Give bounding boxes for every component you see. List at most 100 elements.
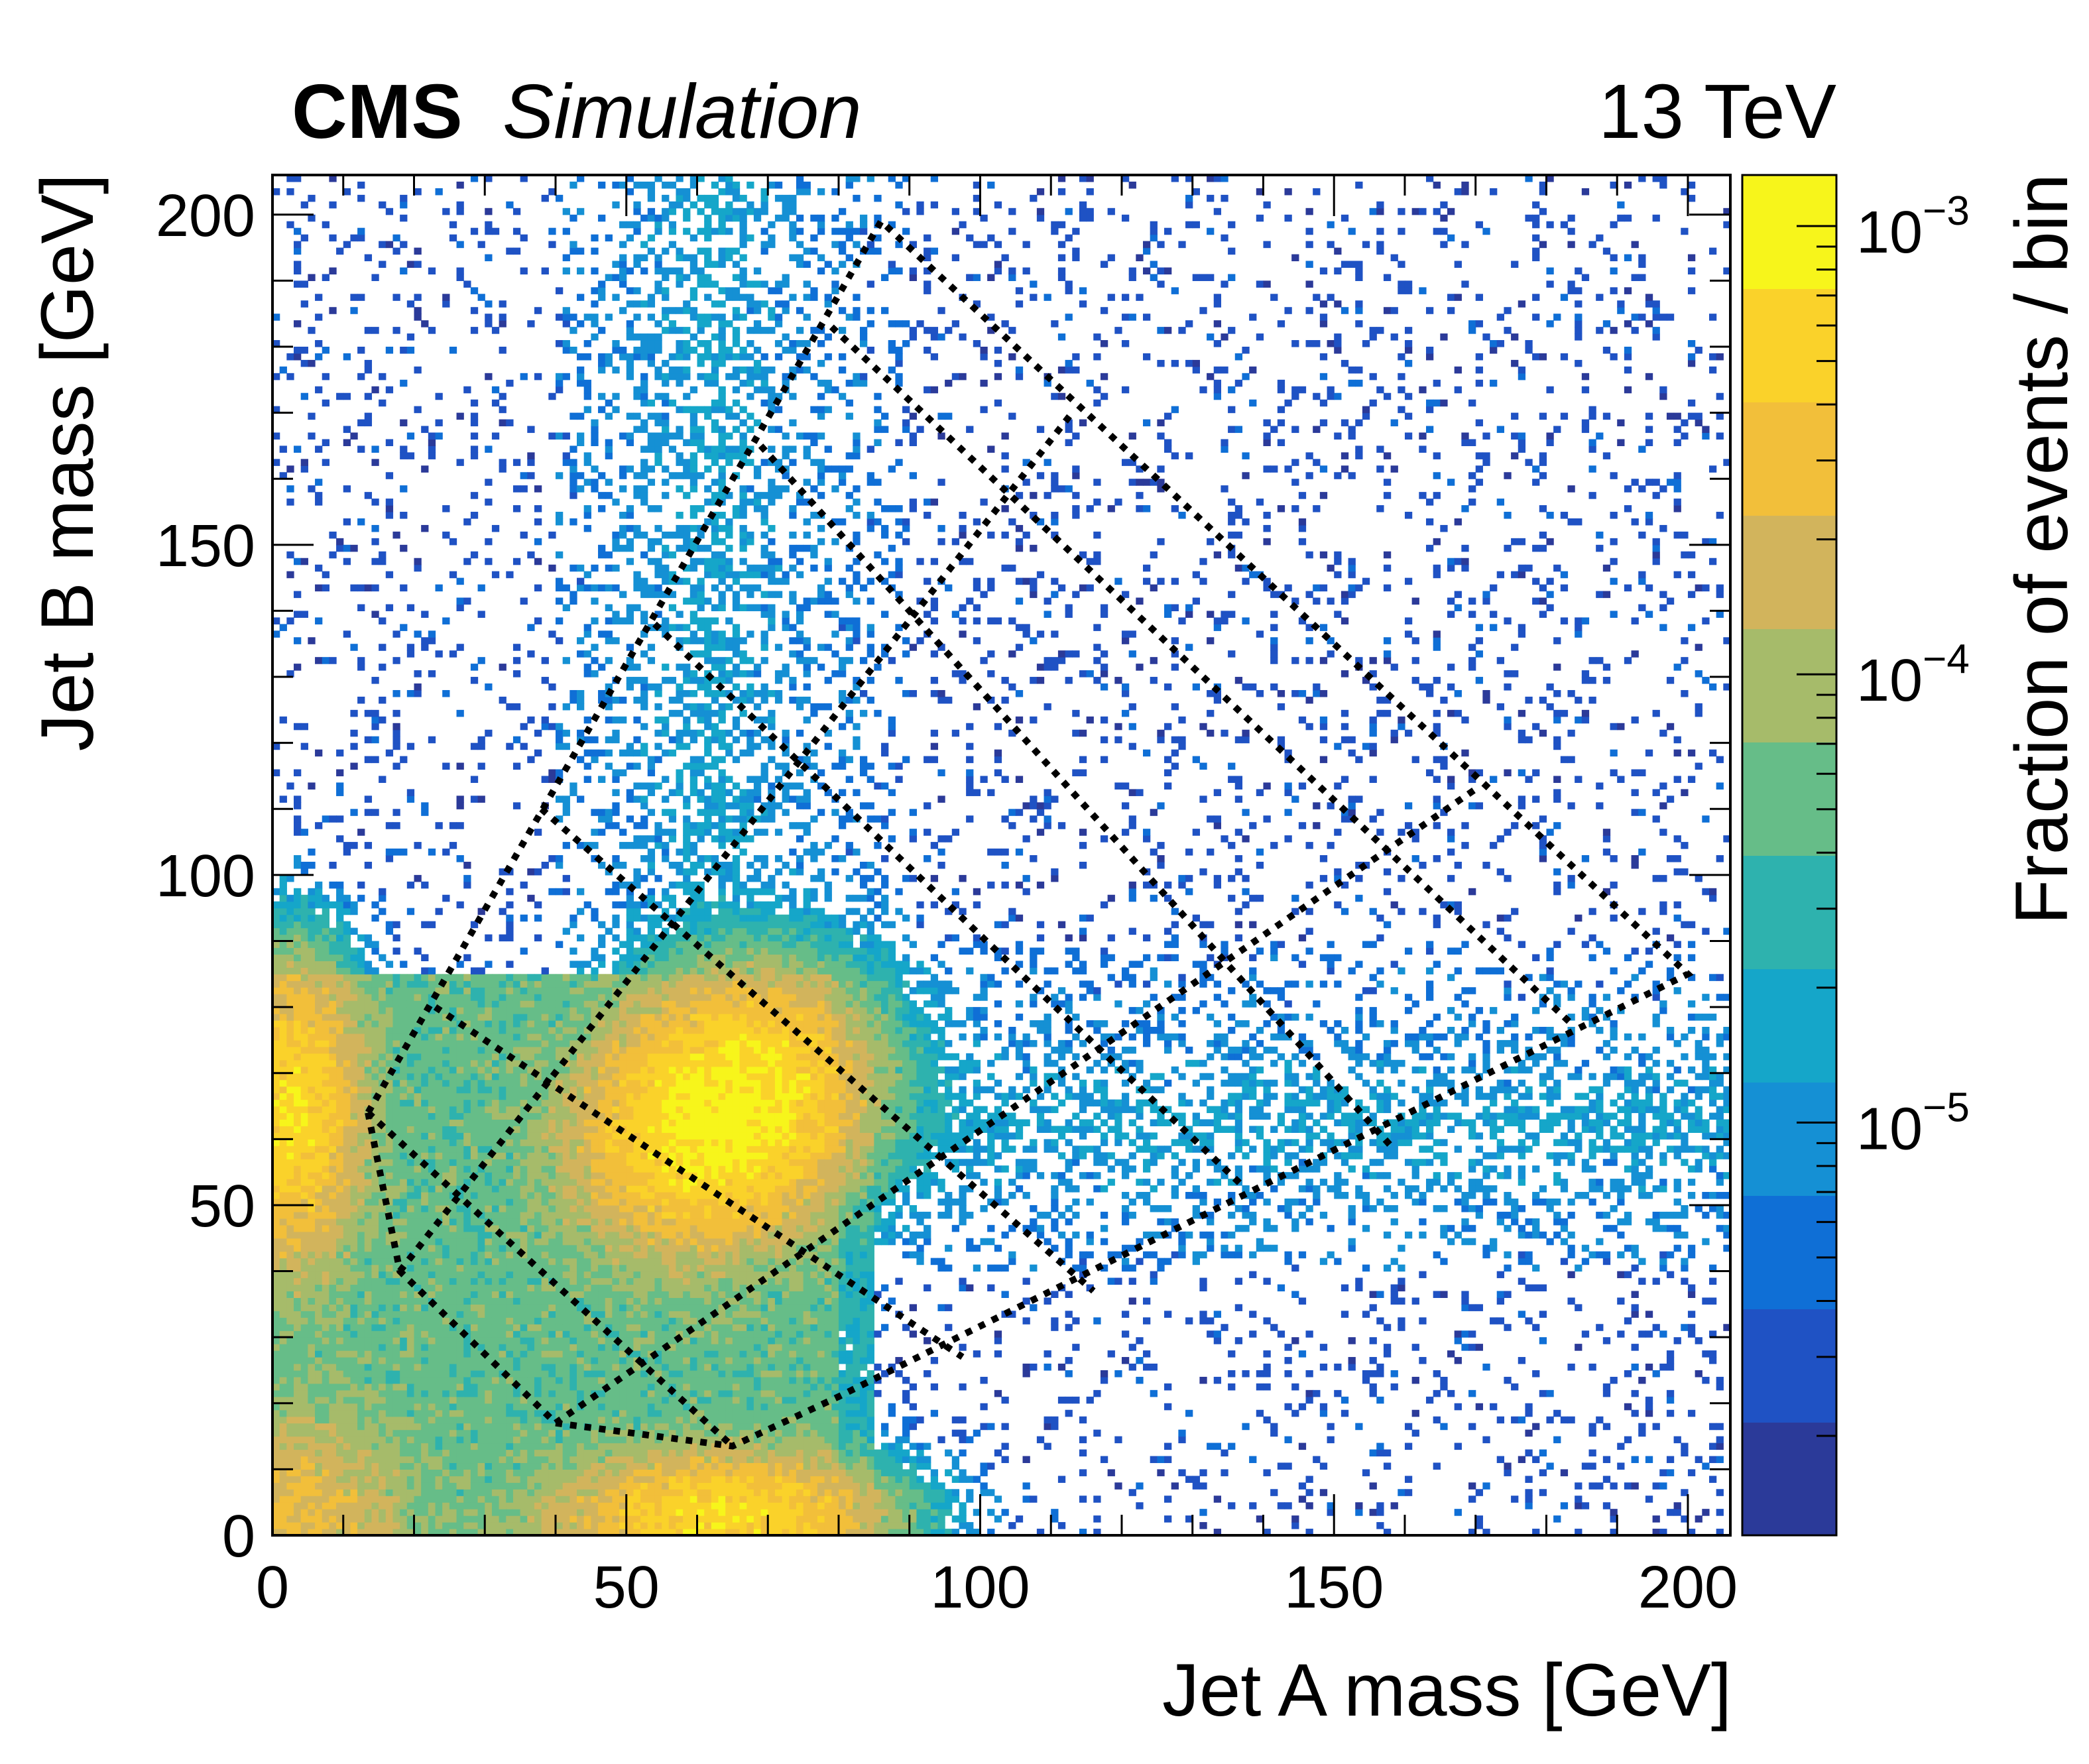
heatmap-cell [527,1324,535,1331]
heatmap-cell [406,1291,415,1298]
heatmap-cell [308,1284,316,1292]
heatmap-cell [357,1462,365,1470]
heatmap-cell [322,1416,329,1424]
heatmap-cell [499,1258,507,1265]
heatmap-cell [442,1277,450,1285]
heatmap-cell [449,1126,457,1133]
heatmap-cell [485,1033,493,1041]
heatmap-cell [385,1291,394,1298]
heatmap-cell [520,1106,528,1114]
heatmap-cell [435,1423,443,1431]
heatmap-cell [442,1291,450,1298]
heatmap-cell [499,1218,507,1226]
heatmap-cell [491,1192,500,1199]
heatmap-cell [329,1106,337,1114]
heatmap-cell [435,1317,443,1324]
heatmap-cell [456,1317,464,1324]
heatmap-cell [569,1515,577,1523]
heatmap-cell [279,1231,287,1239]
heatmap-cell [286,1179,294,1186]
heatmap-cell [577,1496,585,1503]
heatmap-cell [286,1442,294,1450]
heatmap-cell [428,1291,436,1298]
heatmap-cell [392,1020,400,1028]
heatmap-cell [463,1383,471,1391]
heatmap-cell [534,1442,542,1450]
heatmap-cell [300,1258,308,1265]
heatmap-cell [605,1126,613,1133]
heatmap-cell [385,1337,394,1344]
heatmap-cell [583,1172,591,1179]
heatmap-cell [512,1244,521,1252]
heatmap-cell [428,670,436,677]
heatmap-cell [406,1317,415,1324]
heatmap-cell [294,1271,302,1279]
heatmap-cell [548,1522,556,1529]
heatmap-cell [300,1429,308,1437]
heatmap-cell [562,1469,570,1476]
heatmap-cell [308,1482,316,1490]
heatmap-cell [428,1119,436,1127]
heatmap-cell [406,1304,415,1311]
heatmap-cell [555,1304,564,1311]
heatmap-cell [279,1496,287,1503]
heatmap-cell [336,1258,344,1265]
heatmap-cell [491,1146,500,1153]
heatmap-cell [286,1330,294,1338]
heatmap-cell [534,1007,542,1014]
heatmap-cell [294,1112,302,1120]
heatmap-cell [470,445,479,453]
heatmap-cell [308,1324,316,1331]
heatmap-cell [371,1046,379,1054]
heatmap-cell [336,1238,344,1246]
heatmap-cell [499,1152,507,1159]
heatmap-cell [470,1139,479,1146]
heatmap-cell [308,1344,316,1351]
heatmap-cell [562,1205,570,1212]
heatmap-cell [435,1403,443,1411]
heatmap-cell [414,1317,422,1324]
heatmap-cell [555,987,564,994]
heatmap-cell [456,1126,464,1133]
heatmap-cell [350,1211,358,1219]
heatmap-cell [491,1370,500,1378]
heatmap-cell [485,980,493,988]
heatmap-cell [322,1000,329,1008]
heatmap-cell [272,1370,280,1378]
heatmap-cell [406,789,415,796]
heatmap-cell [315,1476,323,1483]
heatmap-cell [329,1086,337,1094]
heatmap-cell [421,1014,429,1021]
heatmap-cell [591,1251,599,1259]
heatmap-cell [392,1456,400,1464]
heatmap-cell [463,1489,471,1496]
heatmap-cell [577,373,585,381]
heatmap-cell [294,987,302,994]
heatmap-cell [591,1205,599,1212]
heatmap-cell [406,1469,415,1476]
heatmap-cell [350,1046,358,1054]
heatmap-cell [555,1033,564,1041]
heatmap-cell [272,1185,280,1193]
heatmap-cell [300,1007,308,1014]
heatmap-cell [322,1389,329,1397]
heatmap-cell [477,1462,485,1470]
heatmap-cell [343,1132,351,1140]
heatmap-cell [442,1007,450,1014]
heatmap-cell [449,974,457,981]
heatmap-cell [569,1119,577,1127]
heatmap-cell [371,941,379,949]
heatmap-cell [336,1482,344,1490]
heatmap-cell [300,994,308,1001]
heatmap-cell [336,1423,344,1431]
heatmap-cell [336,1317,344,1324]
heatmap-cell [548,241,556,249]
heatmap-cell [577,1026,585,1034]
heatmap-cell [322,1106,329,1114]
heatmap-cell [512,1086,521,1094]
heatmap-cell [541,1383,549,1391]
heatmap-cell [294,1264,302,1272]
heatmap-cell [421,1482,429,1490]
heatmap-cell [279,980,287,988]
heatmap-cell [435,1264,443,1272]
